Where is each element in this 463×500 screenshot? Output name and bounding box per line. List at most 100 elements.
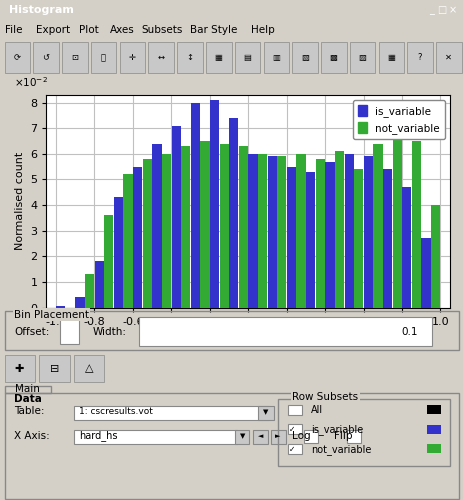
Bar [334,152,344,308]
Bar [162,154,171,308]
Bar [200,141,209,308]
Text: ↔: ↔ [157,53,164,62]
Bar [74,355,104,382]
Text: not_variable: not_variable [310,444,370,455]
Text: ▧: ▧ [300,53,308,62]
Text: X Axis:: X Axis: [14,430,50,440]
Bar [39,355,69,382]
Bar [139,316,431,346]
Bar [190,102,200,308]
Bar [5,355,35,382]
Text: ▦: ▦ [214,53,222,62]
Text: ✕: ✕ [444,53,451,62]
Text: Main: Main [15,384,40,394]
Bar [219,144,228,308]
Bar [306,172,315,308]
Bar [426,424,440,434]
Bar [426,405,440,414]
Bar [133,166,142,308]
Bar [252,430,268,444]
Bar [344,154,353,308]
Bar [263,42,288,74]
Bar [177,42,202,74]
Text: hard_hs: hard_hs [79,430,117,441]
Bar [60,319,79,344]
Text: ⊡: ⊡ [71,53,78,62]
Bar [206,42,231,74]
Bar [407,42,432,74]
Bar [411,141,420,308]
Text: Plot: Plot [79,25,99,35]
Bar [5,42,30,74]
Bar [270,430,285,444]
Text: ►: ► [275,433,280,439]
Bar [248,154,257,308]
Bar [113,198,123,308]
Text: Data: Data [14,394,42,404]
Bar [401,187,411,308]
Text: is_variable: is_variable [310,424,363,436]
Bar [325,162,334,308]
Bar [94,262,104,308]
Text: ⊟: ⊟ [50,364,59,374]
Bar [56,306,65,308]
Text: Histogram: Histogram [9,5,74,15]
Text: Bar Style: Bar Style [190,25,237,35]
Text: ▼: ▼ [239,433,244,439]
Text: Flip: Flip [333,430,352,440]
Bar [296,154,305,308]
Text: ✓: ✓ [288,426,294,434]
Bar [143,159,151,308]
Bar [287,444,301,454]
Bar [74,406,269,419]
Bar [152,144,161,308]
Bar [363,156,372,308]
Bar [382,169,391,308]
Text: ✚: ✚ [15,364,24,374]
Bar [229,118,238,308]
Text: Log: Log [292,430,310,440]
Text: ▨: ▨ [358,53,365,62]
Bar [378,42,403,74]
Text: ◄: ◄ [257,433,263,439]
Text: ×: × [448,5,456,15]
Text: Help: Help [251,25,275,35]
Y-axis label: Normalised count: Normalised count [15,152,25,250]
Text: ✛: ✛ [128,53,136,62]
Bar [286,166,295,308]
Text: Width:: Width: [93,327,126,337]
Legend: is_variable, not_variable: is_variable, not_variable [352,100,444,140]
Bar [287,404,301,415]
Bar [74,430,236,444]
Text: ▩: ▩ [329,53,337,62]
Bar [234,42,260,74]
Bar [392,136,401,308]
Bar [292,42,317,74]
Bar [210,100,219,308]
Bar [85,274,94,308]
Bar [420,238,430,308]
Bar [119,42,145,74]
Text: Offset:: Offset: [14,327,49,337]
Text: △: △ [85,364,93,374]
Bar [287,424,301,434]
Bar [75,298,84,308]
Bar [277,156,286,308]
Bar [33,42,59,74]
Text: ↺: ↺ [42,53,50,62]
Bar [5,310,458,350]
X-axis label: hard_hs: hard_hs [226,332,269,343]
Text: ▼: ▼ [262,410,268,416]
Text: 1: cscresults.vot: 1: cscresults.vot [79,407,152,416]
Text: 0.1: 0.1 [400,327,417,337]
Bar [315,159,324,308]
Text: ✓: ✓ [288,445,294,454]
Bar [320,42,346,74]
Text: Axes: Axes [110,25,134,35]
Text: Subsets: Subsets [141,25,182,35]
Text: Bin Placement: Bin Placement [14,310,89,320]
Bar [430,205,439,308]
Text: ▦: ▦ [387,53,394,62]
Text: 📷: 📷 [101,53,106,62]
Bar [235,430,249,444]
